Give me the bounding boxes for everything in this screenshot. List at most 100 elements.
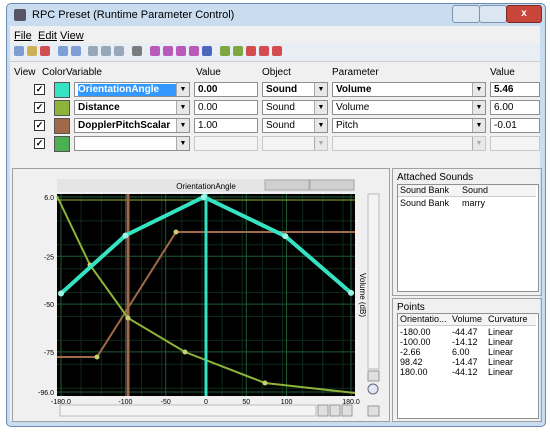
toolbar-button[interactable]	[272, 46, 282, 56]
dropdown-arrow[interactable]: ▼	[176, 119, 189, 132]
color-swatch[interactable]	[54, 136, 70, 152]
list-cell[interactable]: Linear	[488, 327, 514, 337]
color-swatch[interactable]	[54, 118, 70, 134]
curve-point	[57, 290, 64, 297]
value-field-text: 1.00	[198, 120, 218, 131]
toolbar-button[interactable]	[132, 46, 142, 56]
toolbar-button[interactable]	[176, 46, 186, 56]
toolbar-button[interactable]	[14, 46, 24, 56]
variable-combo[interactable]: ▼	[74, 136, 190, 151]
column-header: Object	[262, 67, 291, 78]
y-tick-label: -96.0	[38, 390, 54, 397]
list-cell[interactable]: -2.66	[400, 347, 421, 357]
list-cell[interactable]: 6.00	[452, 347, 470, 357]
dropdown-arrow[interactable]: ▼	[314, 119, 327, 132]
list-cell[interactable]: marry	[462, 198, 485, 208]
checkbox[interactable]: ✓	[34, 120, 45, 131]
dropdown-arrow[interactable]: ▼	[176, 137, 189, 150]
dropdown-arrow[interactable]: ▼	[314, 101, 327, 114]
dropdown-arrow[interactable]: ▼	[472, 119, 485, 132]
horizontal-scrollbar	[59, 404, 317, 417]
dropdown-arrow[interactable]: ▼	[472, 101, 485, 114]
color-swatch[interactable]	[54, 82, 70, 98]
menu-item[interactable]: File	[14, 30, 32, 42]
value-field[interactable]: 0.00	[194, 82, 258, 97]
list-cell[interactable]: Linear	[488, 347, 514, 357]
checkbox[interactable]: ✓	[34, 84, 45, 95]
dropdown-arrow[interactable]: ▼	[176, 101, 189, 114]
parameter-combo[interactable]: Volume ▼	[332, 100, 486, 115]
toolbar-button[interactable]	[27, 46, 37, 56]
object-combo[interactable]: ▼	[262, 136, 328, 151]
parameter-combo[interactable]: Volume ▼	[332, 82, 486, 97]
dropdown-arrow[interactable]: ▼	[314, 137, 327, 150]
parameter-combo[interactable]: ▼	[332, 136, 486, 151]
list-cell[interactable]: 98.42	[400, 357, 423, 367]
list-cell[interactable]: -14.47	[452, 357, 478, 367]
list-column-header: Curvature	[488, 314, 528, 324]
app-icon	[14, 9, 26, 21]
list-cell[interactable]: -180.00	[400, 327, 431, 337]
variable-combo[interactable]: DopplerPitchScalar ▼	[74, 118, 190, 133]
toolbar-button[interactable]	[202, 46, 212, 56]
color-swatch[interactable]	[54, 100, 70, 116]
toolbar-button[interactable]	[233, 46, 243, 56]
variable-combo[interactable]: OrientationAngle ▼	[74, 82, 190, 97]
checkbox[interactable]: ✓	[34, 102, 45, 113]
object-combo[interactable]: Sound ▼	[262, 118, 328, 133]
zoom-button	[367, 370, 380, 382]
result-field[interactable]	[490, 136, 540, 151]
vertical-scrollbar	[367, 193, 380, 370]
dropdown-arrow[interactable]: ▼	[472, 83, 485, 96]
checkbox[interactable]: ✓	[34, 138, 45, 149]
list-cell[interactable]: -14.12	[452, 337, 478, 347]
list-cell[interactable]: -44.12	[452, 367, 478, 377]
column-header: View	[14, 67, 36, 78]
object-combo[interactable]: Sound ▼	[262, 100, 328, 115]
result-field[interactable]: 6.00	[490, 100, 540, 115]
toolbar-button[interactable]	[220, 46, 230, 56]
list-cell[interactable]: Linear	[488, 337, 514, 347]
dropdown-arrow[interactable]: ▼	[472, 137, 485, 150]
toolbar-button[interactable]	[259, 46, 269, 56]
list-column-header: Volume	[452, 314, 483, 324]
dropdown-arrow[interactable]: ▼	[314, 83, 327, 96]
menu-item[interactable]: View	[60, 30, 84, 42]
toolbar-button[interactable]	[163, 46, 173, 56]
value-field[interactable]	[194, 136, 258, 151]
toolbar-button[interactable]	[114, 46, 124, 56]
x-tick-label: 100	[281, 399, 293, 406]
x-tick-label: -50	[161, 399, 171, 406]
toolbar-button[interactable]	[246, 46, 256, 56]
curve-point	[182, 349, 188, 355]
toolbar-button[interactable]	[101, 46, 111, 56]
variable-combo[interactable]: Distance ▼	[74, 100, 190, 115]
dropdown-arrow[interactable]: ▼	[176, 83, 189, 96]
value-field[interactable]: 0.00	[194, 100, 258, 115]
toolbar-button[interactable]	[189, 46, 199, 56]
toolbar-button[interactable]	[40, 46, 50, 56]
result-field[interactable]: -0.01	[490, 118, 540, 133]
toolbar-button[interactable]	[58, 46, 68, 56]
list-cell[interactable]: Linear	[488, 357, 514, 367]
list-cell[interactable]: 180.00	[400, 367, 428, 377]
curve-point	[200, 194, 207, 200]
toolbar-button[interactable]	[71, 46, 81, 56]
variable-combo-text: DopplerPitchScalar	[78, 120, 171, 131]
value-field[interactable]: 1.00	[194, 118, 258, 133]
variable-combo-text: OrientationAngle	[78, 84, 186, 96]
menu-item[interactable]: Edit	[38, 30, 57, 42]
list-cell[interactable]: Sound Bank	[400, 198, 450, 208]
list-cell[interactable]: -100.00	[400, 337, 431, 347]
list-cell[interactable]: Linear	[488, 367, 514, 377]
curve-point	[173, 229, 179, 235]
object-combo[interactable]: Sound ▼	[262, 82, 328, 97]
list-cell[interactable]: -44.47	[452, 327, 478, 337]
toolbar-button[interactable]	[150, 46, 160, 56]
parameter-combo[interactable]: Pitch ▼	[332, 118, 486, 133]
result-field[interactable]: 5.46	[490, 82, 540, 97]
curve-point	[348, 289, 355, 296]
toolbar-button[interactable]	[88, 46, 98, 56]
close-button[interactable]: x	[506, 5, 542, 23]
